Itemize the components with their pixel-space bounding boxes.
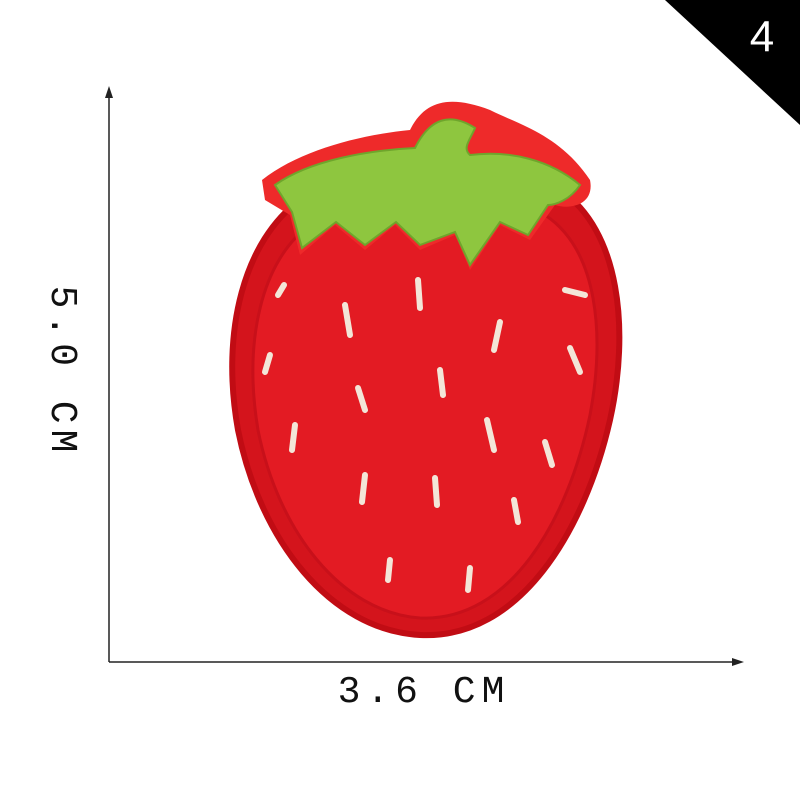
- corner-badge: [665, 0, 800, 125]
- strawberry-patch: [229, 101, 623, 639]
- arrow-head: [732, 658, 744, 666]
- badge-number: 4: [750, 13, 774, 62]
- height-label: 5.0 CM: [40, 286, 83, 459]
- width-label: 3.6 CM: [338, 671, 511, 714]
- arrow-head: [105, 86, 113, 98]
